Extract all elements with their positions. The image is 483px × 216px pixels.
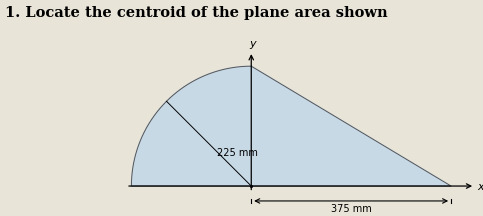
Text: x: x: [478, 182, 483, 192]
Text: 1. Locate the centroid of the plane area shown: 1. Locate the centroid of the plane area…: [5, 6, 387, 20]
Polygon shape: [131, 66, 451, 186]
Text: y: y: [249, 39, 256, 49]
Text: 375 mm: 375 mm: [331, 204, 371, 214]
Text: 225 mm: 225 mm: [217, 148, 258, 158]
